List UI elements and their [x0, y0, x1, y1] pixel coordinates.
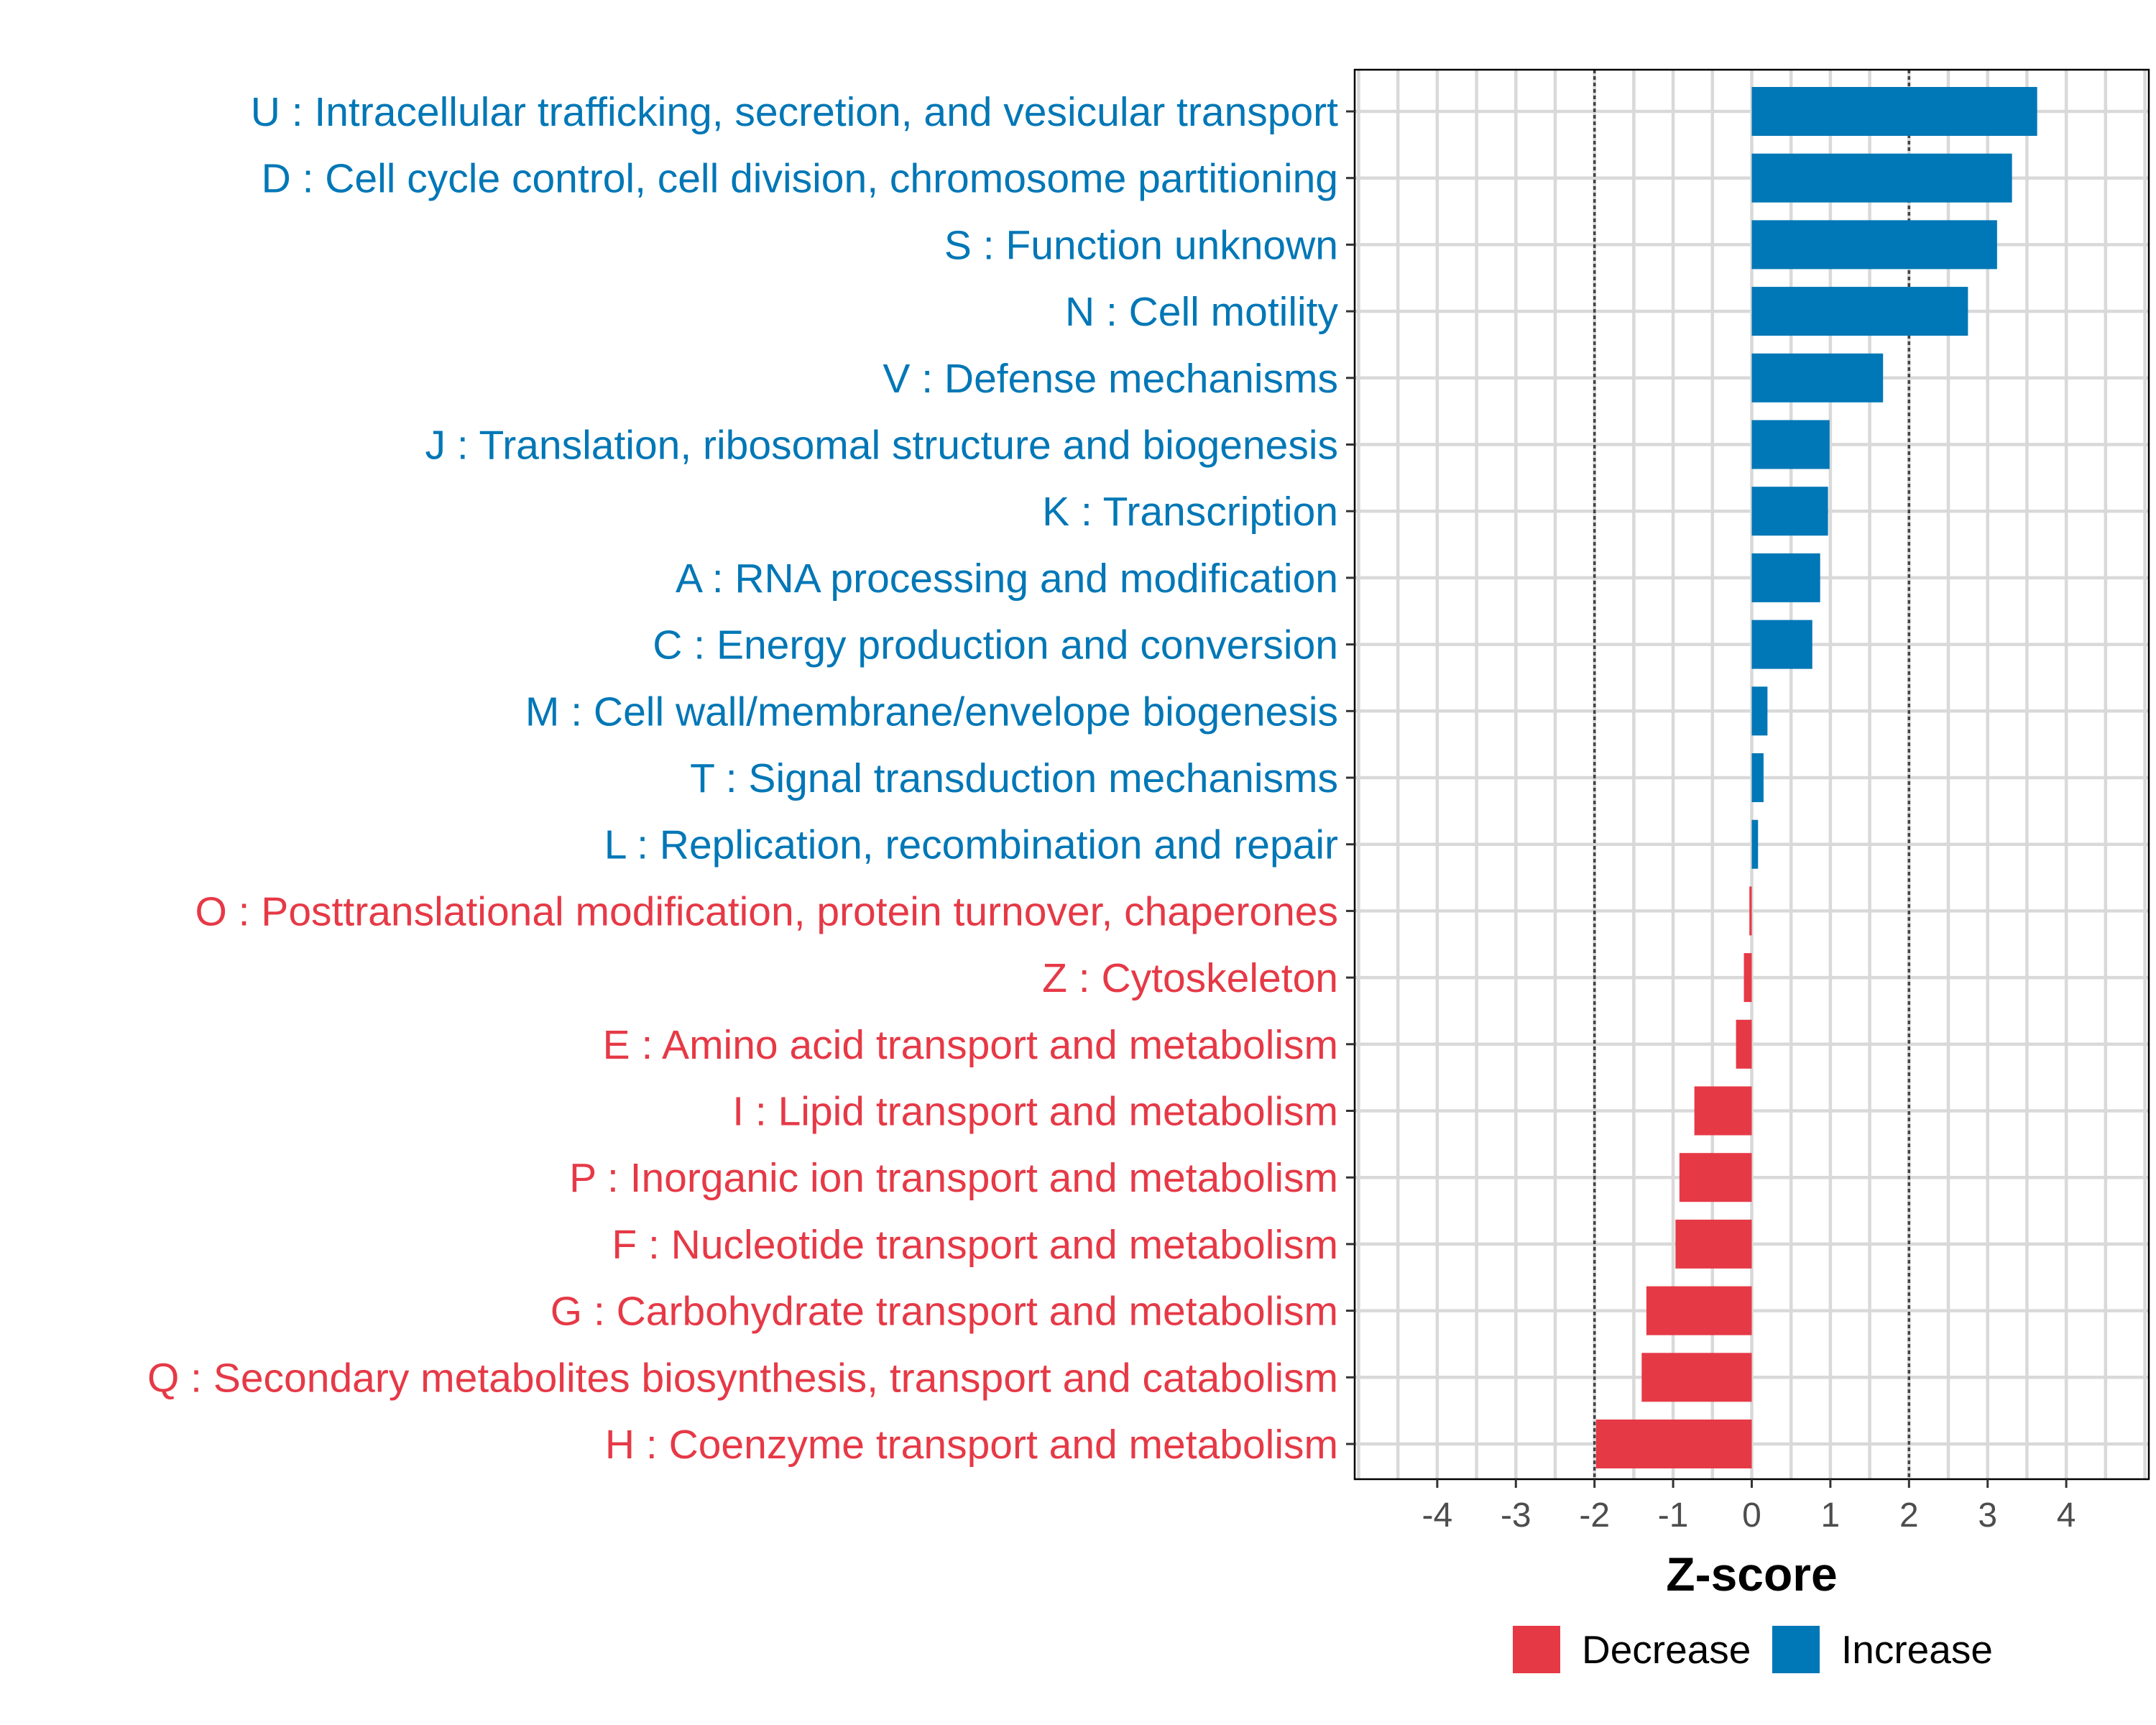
category-label: Z : Cytoskeleton	[1042, 955, 1338, 1001]
category-label: L : Replication, recombination and repai…	[604, 822, 1338, 868]
category-label: Q : Secondary metabolites biosynthesis, …	[147, 1355, 1338, 1401]
legend-label: Decrease	[1582, 1627, 1751, 1672]
bar	[1751, 353, 1884, 402]
bar	[1595, 1420, 1752, 1468]
bar	[1641, 1353, 1752, 1402]
category-label: O : Posttranslational modification, prot…	[195, 888, 1338, 934]
bars	[1595, 87, 2037, 1468]
x-tick-label: 4	[2057, 1496, 2076, 1535]
x-tick-label: 1	[1821, 1496, 1841, 1535]
category-label: M : Cell wall/membrane/envelope biogenes…	[525, 689, 1338, 735]
bar	[1749, 886, 1752, 936]
category-label: I : Lipid transport and metabolism	[732, 1089, 1338, 1135]
bar	[1743, 953, 1752, 1003]
category-label: N : Cell motility	[1065, 289, 1339, 335]
bar	[1679, 1153, 1752, 1202]
bar	[1751, 420, 1830, 469]
bar	[1751, 686, 1768, 736]
bar	[1751, 153, 2012, 203]
category-label: H : Coenzyme transport and metabolism	[605, 1422, 1338, 1468]
category-label: F : Nucleotide transport and metabolism	[612, 1222, 1338, 1268]
bar	[1736, 1019, 1752, 1069]
bar	[1751, 553, 1820, 602]
category-label: E : Amino acid transport and metabolism	[603, 1022, 1338, 1068]
bar	[1675, 1219, 1752, 1269]
legend-swatch	[1772, 1626, 1820, 1673]
x-tick-label: -4	[1422, 1496, 1453, 1535]
x-axis-title: Z-score	[1666, 1547, 1837, 1601]
y-axis-ticks: U : Intracellular trafficking, secretion…	[147, 89, 1355, 1468]
category-label: S : Function unknown	[944, 222, 1338, 268]
category-label: C : Energy production and conversion	[653, 622, 1338, 668]
bar	[1694, 1086, 1752, 1136]
bar	[1751, 753, 1764, 802]
category-label: J : Translation, ribosomal structure and…	[425, 423, 1338, 469]
category-label: K : Transcription	[1042, 489, 1338, 535]
bar	[1751, 287, 1968, 336]
legend-label: Increase	[1841, 1627, 1993, 1672]
category-label: P : Inorganic ion transport and metaboli…	[569, 1155, 1338, 1201]
x-tick-label: -1	[1658, 1496, 1689, 1535]
bar	[1751, 87, 2037, 136]
category-label: U : Intracellular trafficking, secretion…	[251, 89, 1338, 135]
category-label: D : Cell cycle control, cell division, c…	[262, 156, 1338, 202]
legend: Decrease Increase	[1513, 1626, 1993, 1673]
legend-swatch	[1513, 1626, 1560, 1673]
x-tick-label: -2	[1579, 1496, 1610, 1535]
x-axis-ticks: -4 -3 -2 -1 0 1 2 3 4	[1422, 1479, 2076, 1535]
category-label: V : Defense mechanisms	[883, 356, 1338, 402]
category-label: T : Signal transduction mechanisms	[690, 755, 1338, 801]
bar	[1646, 1286, 1752, 1335]
x-tick-label: 3	[1978, 1496, 1997, 1535]
category-label: G : Carbohydrate transport and metabolis…	[550, 1289, 1338, 1335]
x-tick-label: 0	[1742, 1496, 1761, 1535]
bar	[1751, 819, 1759, 869]
bar	[1751, 487, 1828, 536]
bar	[1751, 620, 1812, 669]
x-tick-label: -3	[1501, 1496, 1531, 1535]
x-tick-label: 2	[1899, 1496, 1919, 1535]
category-label: A : RNA processing and modification	[676, 556, 1338, 602]
bar	[1751, 220, 1997, 270]
